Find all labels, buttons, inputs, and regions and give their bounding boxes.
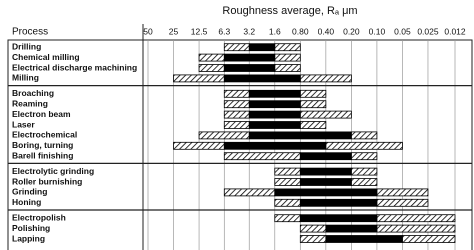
solid-bar xyxy=(223,74,301,83)
hatched-bar xyxy=(299,224,327,233)
process-label: Laser xyxy=(12,119,35,129)
hatched-bar xyxy=(376,188,429,197)
solid-bar xyxy=(223,141,327,150)
hatched-bar xyxy=(223,188,276,197)
hatched-bar xyxy=(325,141,403,150)
x-tick-label: 0.40 xyxy=(318,26,335,36)
process-label: Electropolish xyxy=(12,212,66,222)
category-header: Process xyxy=(12,27,48,38)
process-label: Barell finishing xyxy=(12,150,73,160)
hatched-bar xyxy=(376,198,429,207)
x-tick-label: 1.6 xyxy=(269,26,281,36)
process-label: Electrochemical xyxy=(12,130,77,140)
hatched-bar xyxy=(223,43,250,52)
x-tick-label: 0.05 xyxy=(394,26,411,36)
x-tick-label: 0.025 xyxy=(417,26,439,36)
hatched-bar xyxy=(274,167,301,176)
x-tick-label: 3.2 xyxy=(243,26,255,36)
solid-bar xyxy=(325,224,378,233)
hatched-bar xyxy=(198,64,225,72)
hatched-bar xyxy=(299,110,352,119)
hatched-bar xyxy=(274,178,301,186)
hatched-bar xyxy=(350,152,378,161)
x-tick-label: 0.10 xyxy=(369,26,386,36)
hatched-bar xyxy=(173,74,225,83)
hatched-bar xyxy=(223,110,250,119)
hatched-bar xyxy=(173,141,225,150)
solid-bar xyxy=(299,167,352,176)
solid-bar xyxy=(299,214,378,223)
solid-bar xyxy=(223,64,276,72)
process-label: Electrolytic grinding xyxy=(12,166,94,176)
hatched-bar xyxy=(350,178,378,186)
x-tick-label: 12.5 xyxy=(191,26,208,36)
hatched-bar xyxy=(299,121,327,129)
hatched-bar xyxy=(223,89,250,98)
process-label: Electron beam xyxy=(12,109,71,119)
solid-bar xyxy=(248,89,301,98)
process-label: Grinding xyxy=(12,187,47,197)
x-tick-label: 0.80 xyxy=(292,26,309,36)
x-tick-label: 6.3 xyxy=(218,26,230,36)
hatched-bar xyxy=(350,167,378,176)
hatched-bar xyxy=(376,224,456,233)
hatched-bar xyxy=(274,214,301,223)
hatched-bar xyxy=(223,152,301,161)
solid-bar xyxy=(299,152,352,161)
x-tick-label: 0.20 xyxy=(343,26,360,36)
hatched-bar xyxy=(299,100,327,109)
hatched-bar xyxy=(274,198,301,207)
hatched-bar xyxy=(198,53,225,62)
solid-bar xyxy=(248,100,301,109)
hatched-bar xyxy=(299,89,327,98)
process-label: Chemical milling xyxy=(12,52,80,62)
hatched-bar xyxy=(198,131,250,140)
hatched-bar xyxy=(299,74,352,83)
process-label: Honing xyxy=(12,197,41,207)
process-label: Broaching xyxy=(12,88,54,98)
process-label: Reaming xyxy=(12,98,48,108)
solid-bar xyxy=(299,198,378,207)
process-label: Milling xyxy=(12,73,39,83)
hatched-bar xyxy=(350,131,378,140)
chart-title: Roughness average, Rₐ μm xyxy=(222,5,357,17)
solid-bar xyxy=(274,188,378,197)
hatched-bar xyxy=(376,214,456,223)
solid-bar xyxy=(248,121,301,129)
process-label: Roller burnishing xyxy=(12,176,82,186)
solid-bar xyxy=(248,131,352,140)
process-label: Polishing xyxy=(12,223,50,233)
process-label: Electrical discharge machining xyxy=(12,62,137,72)
hatched-bar xyxy=(274,43,301,52)
solid-bar xyxy=(325,235,403,243)
process-label: Drilling xyxy=(12,41,41,51)
solid-bar xyxy=(223,53,276,62)
x-tick-label: 50 xyxy=(143,26,153,36)
hatched-bar xyxy=(274,64,301,72)
hatched-bar xyxy=(299,235,327,243)
solid-bar xyxy=(248,110,301,119)
x-tick-label: 25 xyxy=(169,26,179,36)
hatched-bar xyxy=(402,235,456,243)
table-frame xyxy=(7,39,473,250)
x-tick-label: 0.012 xyxy=(444,26,466,36)
process-label: Lapping xyxy=(12,233,45,243)
hatched-bar xyxy=(274,53,301,62)
process-label: Boring, turning xyxy=(12,140,73,150)
hatched-bar xyxy=(223,100,250,109)
solid-bar xyxy=(299,178,352,186)
solid-bar xyxy=(248,43,276,52)
hatched-bar xyxy=(223,121,250,129)
